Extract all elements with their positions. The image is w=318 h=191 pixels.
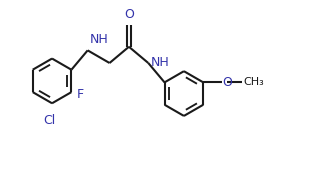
Text: O: O [124, 8, 134, 21]
Text: NH: NH [90, 33, 108, 46]
Text: F: F [77, 88, 84, 101]
Text: NH: NH [151, 56, 170, 69]
Text: O: O [223, 76, 232, 89]
Text: Cl: Cl [44, 114, 56, 127]
Text: CH₃: CH₃ [243, 77, 264, 87]
